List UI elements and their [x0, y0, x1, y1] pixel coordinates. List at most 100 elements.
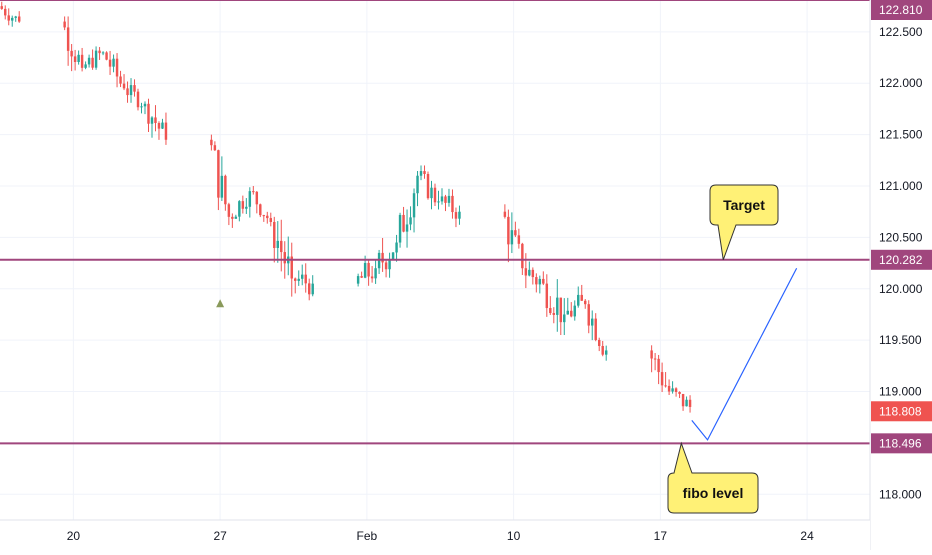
candle-body: [210, 139, 213, 146]
candle-body: [597, 339, 601, 346]
candle-body: [290, 256, 293, 279]
candle-body: [360, 276, 363, 278]
candle-body: [84, 64, 87, 68]
candle-body: [307, 283, 311, 295]
candle-body: [356, 276, 360, 284]
candle-body: [384, 262, 388, 270]
candle-body: [143, 103, 147, 107]
candle-body: [503, 211, 507, 217]
last-price-tag: [871, 401, 932, 422]
candle-body: [402, 214, 405, 232]
candle-body: [531, 269, 535, 278]
candle-body: [678, 391, 681, 394]
candle-body: [213, 145, 217, 151]
level-price-tag-label: 122.810: [879, 3, 923, 17]
candle-body: [157, 123, 161, 129]
candle-body: [248, 191, 252, 207]
time-tick-label: 10: [507, 529, 521, 543]
projection: [691, 267, 798, 441]
candle-body: [262, 215, 266, 217]
candle-body: [147, 103, 150, 124]
candle-body: [584, 300, 587, 305]
level-price-tag: [871, 249, 932, 270]
price-tick-label: 121.500: [879, 128, 923, 142]
candle-body: [311, 283, 314, 295]
candle-body: [577, 294, 580, 306]
triangle-marker: [216, 299, 225, 308]
candle-body: [528, 269, 531, 276]
candle-body: [440, 196, 444, 202]
candle-body: [454, 212, 458, 219]
candle-body: [87, 57, 91, 65]
candle-body: [381, 252, 384, 263]
candle-body: [409, 217, 412, 225]
candle-body: [447, 195, 451, 203]
candle-body: [224, 175, 227, 205]
candle-body: [0, 6, 3, 9]
candle-body: [374, 268, 377, 279]
candle-body: [231, 216, 234, 219]
candle-body: [238, 201, 241, 217]
candle-body: [388, 259, 391, 270]
last-price-tag-label: 118.808: [879, 404, 922, 418]
candles: [0, 1, 692, 413]
candle-body: [660, 372, 664, 386]
candle-body: [604, 350, 608, 355]
candle-body: [542, 278, 545, 284]
candle-body: [521, 243, 524, 269]
target-callout: [709, 184, 779, 260]
candle-body: [405, 224, 409, 232]
candle-body: [524, 268, 528, 276]
candle-body: [391, 252, 395, 260]
candle-body: [510, 230, 514, 245]
candle-body: [430, 187, 433, 199]
candle-body: [115, 58, 119, 77]
candle-body: [559, 297, 563, 323]
price-tick-label: 120.000: [879, 282, 923, 296]
candle-body: [14, 16, 17, 18]
levels: [0, 0, 870, 445]
candle-body: [412, 193, 416, 218]
candle-body: [94, 50, 98, 68]
time-tick-label: 27: [213, 529, 227, 543]
candle-body: [538, 278, 542, 285]
candle-body: [444, 196, 447, 203]
level-price-tag: [871, 433, 932, 454]
candle-body: [552, 313, 556, 315]
candle-body: [594, 318, 597, 340]
candle-body: [273, 221, 276, 248]
price-tick-label: 119.500: [879, 333, 922, 347]
candle-body: [688, 399, 692, 407]
candle-body: [437, 201, 440, 203]
candle-body: [136, 91, 140, 108]
fibo-callout: [667, 441, 759, 514]
candle-body: [63, 21, 66, 28]
candle-body: [17, 16, 21, 22]
price-tick-label: 121.000: [879, 179, 923, 193]
annotations: Target fibo level: [667, 184, 779, 514]
candle-body: [419, 171, 423, 176]
candle-body: [653, 358, 657, 360]
candle-body: [514, 230, 517, 236]
candle-body: [150, 117, 154, 124]
candle-body: [4, 8, 7, 16]
candle-body: [601, 345, 604, 355]
candle-body: [73, 56, 77, 62]
candle-body: [573, 305, 576, 317]
candle-body: [280, 240, 283, 253]
candle-body: [129, 85, 133, 96]
price-tick-label: 119.000: [879, 385, 922, 399]
candle-body: [252, 191, 255, 193]
candle-body: [80, 54, 84, 68]
candle-body: [245, 206, 248, 209]
candle-body: [674, 388, 678, 392]
candle-body: [556, 297, 559, 315]
candle-body: [122, 83, 126, 89]
candle-body: [266, 215, 269, 219]
candle-body: [255, 191, 259, 205]
candle-body: [667, 385, 671, 392]
level-price-tag-label: 118.496: [879, 436, 922, 450]
candle-body: [112, 58, 115, 67]
time-tick-label: 24: [800, 529, 814, 543]
